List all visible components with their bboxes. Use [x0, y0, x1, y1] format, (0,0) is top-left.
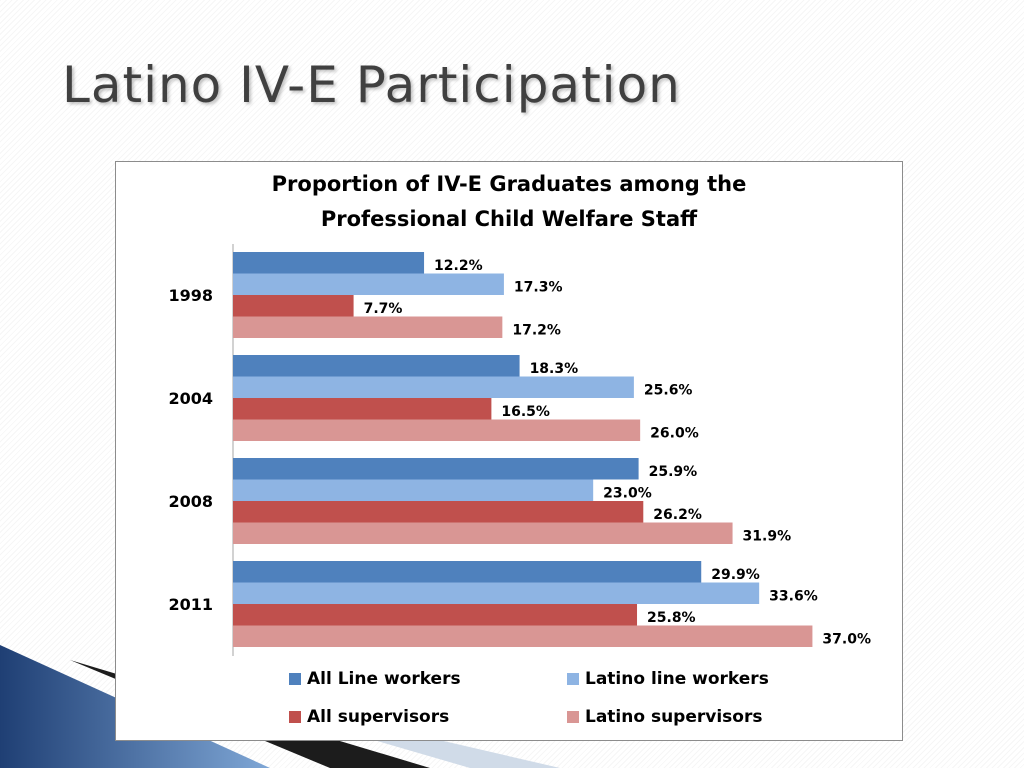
category-label-1998: 1998: [168, 286, 213, 305]
data-label-2011-latino-line-workers: 33.6%: [769, 588, 818, 604]
data-label-1998-latino-line-workers: 17.3%: [514, 279, 563, 295]
data-label-2011-all-line-workers: 29.9%: [711, 567, 760, 583]
chart-frame: Proportion of IV-E Graduates among the P…: [115, 161, 903, 741]
bar-2004-latino-supervisors: [233, 419, 641, 441]
data-label-2011-latino-supervisors: 37.0%: [822, 631, 871, 647]
category-label-2008: 2008: [168, 492, 213, 511]
data-label-2008-latino-supervisors: 31.9%: [743, 528, 792, 544]
bar-2011-latino-supervisors: [233, 625, 813, 647]
category-label-2004: 2004: [168, 389, 213, 408]
bar-2004-latino-line-workers: [233, 376, 634, 398]
data-label-1998-latino-supervisors: 17.2%: [512, 322, 561, 338]
legend-swatch-latino-line-workers: [567, 673, 579, 685]
legend-item-latino-supervisors: Latino supervisors: [567, 707, 762, 727]
bar-2004-all-supervisors: [233, 398, 492, 420]
bar-1998-latino-supervisors: [233, 316, 503, 338]
legend-swatch-all-line-workers: [289, 673, 301, 685]
legend-item-all-supervisors: All supervisors: [289, 707, 449, 727]
bar-2011-all-line-workers: [233, 561, 702, 583]
legend-label-latino-line-workers: Latino line workers: [585, 669, 769, 689]
bar-1998-latino-line-workers: [233, 273, 504, 295]
category-label-2011: 2011: [168, 595, 213, 614]
data-label-2011-all-supervisors: 25.8%: [647, 610, 696, 626]
chart-title-line-2: Professional Child Welfare Staff: [320, 207, 698, 231]
data-label-2008-all-line-workers: 25.9%: [649, 464, 698, 480]
bar-2008-latino-supervisors: [233, 522, 733, 544]
bar-1998-all-supervisors: [233, 295, 354, 317]
data-label-2004-latino-line-workers: 25.6%: [644, 382, 693, 398]
legend-item-all-line-workers: All Line workers: [289, 669, 461, 689]
bar-2011-latino-line-workers: [233, 582, 760, 604]
data-label-2004-all-supervisors: 16.5%: [501, 404, 550, 420]
legend-label-all-supervisors: All supervisors: [307, 707, 450, 727]
legend-label-latino-supervisors: Latino supervisors: [585, 707, 763, 727]
data-label-1998-all-supervisors: 7.7%: [364, 301, 403, 317]
bar-2011-all-supervisors: [233, 604, 638, 626]
legend-label-all-line-workers: All Line workers: [307, 669, 461, 689]
bar-2008-all-supervisors: [233, 501, 644, 523]
data-label-2008-all-supervisors: 26.2%: [653, 507, 702, 523]
bar-2008-all-line-workers: [233, 458, 639, 480]
legend-swatch-all-supervisors: [289, 711, 301, 723]
legend-item-latino-line-workers: Latino line workers: [567, 669, 769, 689]
chart-title-line-1: Proportion of IV-E Graduates among the: [271, 172, 747, 196]
bar-2008-latino-line-workers: [233, 479, 594, 501]
data-label-1998-all-line-workers: 12.2%: [434, 258, 483, 274]
data-label-2004-all-line-workers: 18.3%: [530, 361, 579, 377]
bar-chart-plot: 1998 12.2% 17.3% 7.7% 17.2% 2004 18.3% 25.6% 16.…: [168, 244, 871, 656]
slide-title: Latino IV-E Participation: [62, 56, 681, 114]
bar-1998-all-line-workers: [233, 252, 425, 274]
data-label-2004-latino-supervisors: 26.0%: [650, 425, 699, 441]
data-label-2008-latino-line-workers: 23.0%: [603, 485, 652, 501]
legend-swatch-latino-supervisors: [567, 711, 579, 723]
bar-2004-all-line-workers: [233, 355, 520, 377]
